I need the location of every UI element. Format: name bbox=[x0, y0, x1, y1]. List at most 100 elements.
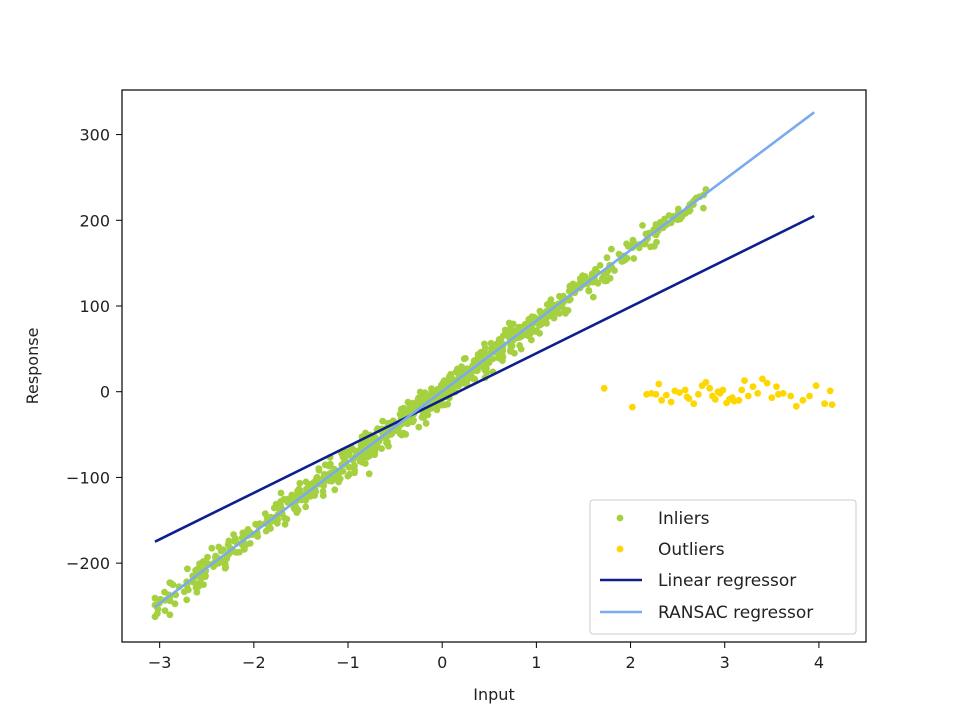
outlier-point bbox=[792, 402, 800, 410]
inlier-point bbox=[346, 470, 353, 478]
outlier-point bbox=[702, 378, 710, 386]
outlier-point bbox=[828, 401, 836, 408]
inlier-point bbox=[277, 498, 284, 505]
outlier-point bbox=[754, 390, 762, 397]
inlier-point bbox=[195, 565, 202, 572]
inlier-point bbox=[621, 256, 629, 264]
inlier-point bbox=[460, 355, 468, 363]
inlier-point bbox=[252, 520, 259, 528]
inlier-point bbox=[183, 596, 191, 604]
x-tick-label: 2 bbox=[625, 653, 635, 672]
inlier-point bbox=[262, 527, 270, 535]
inlier-point bbox=[564, 307, 572, 314]
x-axis-label: Input bbox=[473, 685, 514, 704]
inlier-point bbox=[331, 486, 339, 494]
legend-box bbox=[589, 499, 857, 635]
inlier-point bbox=[242, 541, 250, 549]
inlier-point bbox=[589, 293, 597, 301]
inlier-point bbox=[367, 448, 375, 456]
inlier-point bbox=[511, 349, 518, 357]
outlier-point bbox=[735, 396, 743, 404]
inlier-point bbox=[615, 250, 623, 258]
y-tick-label: 100 bbox=[79, 297, 110, 316]
x-tick-label: −3 bbox=[148, 653, 172, 672]
outlier-point bbox=[741, 377, 748, 384]
inlier-point bbox=[606, 274, 614, 282]
outlier-point bbox=[812, 382, 820, 390]
inlier-point bbox=[421, 411, 429, 419]
outlier-point bbox=[826, 387, 834, 395]
inlier-point bbox=[592, 265, 599, 273]
inlier-point bbox=[239, 529, 247, 537]
legend-label-inliers: Inliers bbox=[658, 509, 710, 529]
inlier-point bbox=[224, 541, 232, 549]
outlier-point bbox=[799, 396, 807, 404]
inlier-point bbox=[302, 503, 310, 511]
outlier-point bbox=[629, 403, 636, 411]
inlier-point bbox=[313, 477, 321, 485]
legend-label-outliers: Outliers bbox=[658, 540, 725, 560]
inlier-point bbox=[409, 418, 417, 426]
inlier-point bbox=[202, 572, 209, 580]
outlier-point bbox=[749, 383, 757, 390]
inlier-point bbox=[261, 510, 269, 518]
inlier-point bbox=[321, 461, 329, 469]
inlier-point bbox=[546, 298, 554, 306]
inlier-point bbox=[230, 537, 238, 545]
y-axis-label: Response bbox=[23, 328, 42, 405]
y-tick-label: −100 bbox=[66, 468, 110, 487]
inlier-point bbox=[273, 520, 281, 527]
inlier-point bbox=[166, 611, 174, 619]
inlier-point bbox=[483, 369, 490, 376]
y-tick-label: 200 bbox=[79, 211, 110, 230]
outlier-point bbox=[759, 375, 766, 383]
y-tick-label: 0 bbox=[100, 383, 110, 402]
linear-regressor-line bbox=[154, 214, 815, 543]
inlier-point bbox=[652, 221, 660, 228]
inlier-point bbox=[480, 364, 488, 371]
inlier-point bbox=[528, 313, 536, 321]
y-tick-label: −200 bbox=[66, 554, 110, 573]
inlier-point bbox=[199, 558, 207, 565]
inlier-point bbox=[501, 326, 509, 334]
inlier-point bbox=[171, 600, 179, 608]
outlier-point bbox=[773, 383, 780, 390]
plot-layer bbox=[151, 111, 836, 621]
outlier-point bbox=[600, 384, 608, 392]
outlier-point bbox=[763, 379, 771, 387]
legend: Inliers Outliers Linear regressor RANSAC… bbox=[589, 499, 857, 635]
inlier-point bbox=[281, 520, 289, 528]
outlier-point bbox=[683, 393, 691, 401]
inlier-point bbox=[200, 581, 207, 588]
outlier-point bbox=[744, 392, 752, 400]
x-tick-label: 3 bbox=[720, 653, 730, 672]
outlier-point bbox=[658, 396, 665, 404]
inlier-point bbox=[596, 262, 604, 269]
x-tick-label: −1 bbox=[336, 653, 360, 672]
x-tick-label: −2 bbox=[242, 653, 266, 672]
inlier-point bbox=[508, 320, 516, 328]
inlier-point bbox=[497, 335, 505, 343]
inlier-point bbox=[536, 307, 544, 315]
outlier-point bbox=[768, 394, 776, 402]
outlier-point bbox=[806, 392, 813, 400]
inlier-point bbox=[151, 594, 159, 602]
inlier-point bbox=[379, 417, 387, 425]
inlier-point bbox=[315, 465, 323, 472]
inlier-point bbox=[517, 345, 525, 353]
inlier-point bbox=[307, 492, 314, 500]
outlier-point bbox=[676, 389, 683, 396]
inlier-point bbox=[458, 363, 465, 371]
inlier-point bbox=[362, 460, 369, 467]
inlier-point bbox=[630, 255, 638, 262]
inlier-point bbox=[440, 377, 448, 385]
outlier-point bbox=[716, 390, 724, 397]
inlier-point bbox=[489, 355, 497, 363]
x-tick-label: 1 bbox=[531, 653, 541, 672]
inlier-point bbox=[653, 238, 660, 246]
outlier-point bbox=[775, 390, 782, 398]
inlier-point bbox=[639, 222, 646, 229]
inlier-point bbox=[365, 470, 373, 478]
inlier-point bbox=[334, 477, 342, 484]
plot-frame bbox=[121, 89, 867, 643]
